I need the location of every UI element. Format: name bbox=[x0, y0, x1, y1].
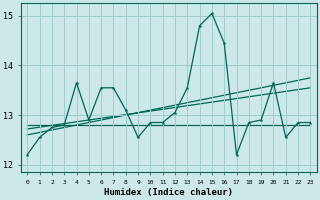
X-axis label: Humidex (Indice chaleur): Humidex (Indice chaleur) bbox=[104, 188, 233, 197]
